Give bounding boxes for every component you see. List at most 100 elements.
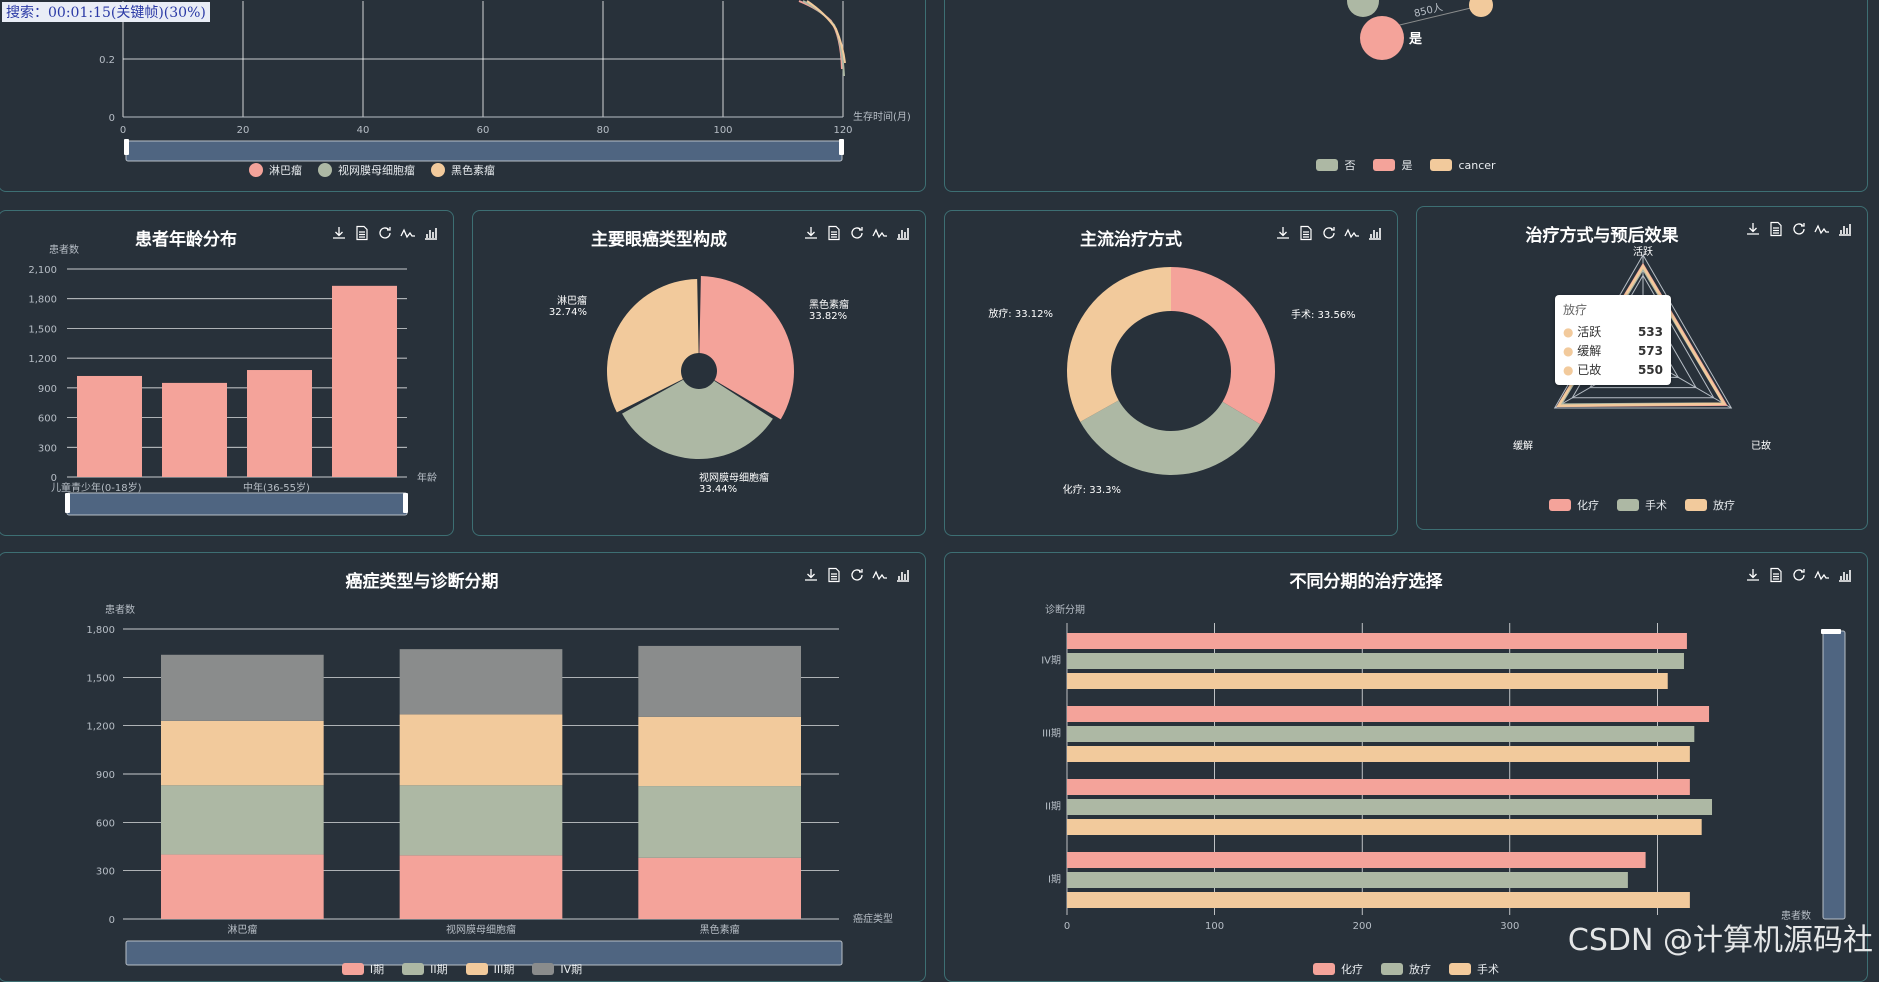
y-tick-label: 1,800	[86, 625, 115, 636]
stacked-bar-segment	[399, 855, 563, 919]
legend-item[interactable]: IV期	[532, 961, 582, 977]
line-chart-icon[interactable]	[1814, 567, 1830, 583]
legend-label: II期	[430, 963, 448, 976]
y-tick-label: I期	[1048, 874, 1061, 886]
refresh-icon[interactable]	[849, 567, 865, 583]
refresh-icon[interactable]	[1791, 567, 1807, 583]
y-tick-label: 900	[38, 384, 57, 395]
bar	[1067, 706, 1710, 722]
download-icon[interactable]	[803, 567, 819, 583]
node-yes	[1360, 16, 1404, 60]
refresh-icon[interactable]	[1791, 221, 1807, 237]
treatment-chart: 手术: 33.56% 化疗: 33.3% 放疗: 33.12%	[988, 267, 1356, 496]
line-chart-icon[interactable]	[1344, 225, 1360, 241]
legend-label: 化疗	[1341, 963, 1363, 976]
panel-title: 不同分期的治疗选择	[1289, 572, 1443, 592]
data-view-icon[interactable]	[1768, 567, 1784, 583]
radar-indicator-label: 缓解	[1513, 439, 1533, 452]
legend-item[interactable]: 手术	[1617, 497, 1667, 513]
data-view-icon[interactable]	[1298, 225, 1314, 241]
slice-label: 黑色素瘤	[809, 298, 849, 311]
refresh-icon[interactable]	[377, 225, 393, 241]
survival-zoom-slider[interactable]	[125, 140, 843, 162]
survival-x-label: 生存时间(月)	[853, 110, 911, 123]
bar-chart-icon[interactable]	[1837, 221, 1853, 237]
panel-title: 治疗方式与预后效果	[1525, 226, 1679, 246]
legend-item[interactable]: I期	[341, 961, 385, 977]
stage-treatment-chart: 诊断分期 患者数 0 100 200 300 I期 II期 III期 IV期	[1041, 603, 1846, 932]
download-icon[interactable]	[331, 225, 347, 241]
bar-chart-icon[interactable]	[1367, 225, 1383, 241]
legend-label: I期	[369, 963, 385, 976]
age-zoom-slider[interactable]	[66, 492, 408, 516]
slice-percent: 33.44%	[699, 484, 737, 495]
donut-slice	[1067, 267, 1171, 422]
download-icon[interactable]	[803, 225, 819, 241]
legend-item[interactable]: 黑色素瘤	[431, 162, 495, 178]
stage-chart: 患者数 癌症类型 0 300 600 900 1,200 1,500 1,800 淋巴瘤 视网膜…	[86, 603, 893, 966]
download-icon[interactable]	[1745, 567, 1761, 583]
x-axis-label: 癌症类型	[853, 912, 893, 925]
legend-item[interactable]: 放疗	[1381, 961, 1431, 977]
y-tick-label: 0	[109, 113, 115, 124]
legend-item[interactable]: 是	[1373, 157, 1412, 173]
legend-label: 放疗	[1409, 963, 1431, 976]
edge-label: 850人	[1413, 1, 1444, 20]
x-tick-label: 视网膜母细胞瘤	[446, 923, 516, 936]
data-view-icon[interactable]	[1768, 221, 1784, 237]
slice-label: 化疗: 33.3%	[1063, 483, 1121, 496]
bar	[1067, 673, 1668, 689]
legend-item[interactable]: II期	[402, 961, 448, 977]
status-overlay: 搜索：00:01:15(关键帧)(30%)	[2, 2, 210, 22]
legend-label: 手术	[1477, 963, 1499, 976]
line-chart-icon[interactable]	[400, 225, 416, 241]
stacked-bar-segment	[399, 714, 563, 786]
legend-item[interactable]: 放疗	[1685, 497, 1735, 513]
radar-indicator-label: 已故	[1751, 439, 1771, 452]
bar-chart-icon[interactable]	[423, 225, 439, 241]
line-chart-icon[interactable]	[1814, 221, 1830, 237]
bar-chart-icon[interactable]	[895, 567, 911, 583]
y-axis-label: 患者数	[49, 243, 79, 256]
x-tick-label: 0	[1064, 921, 1070, 932]
y-tick-label: 1,500	[28, 324, 57, 335]
download-icon[interactable]	[1275, 225, 1291, 241]
y-tick-label: II期	[1045, 801, 1061, 813]
stage-legend: I期 II期 III期 IV期	[0, 961, 925, 977]
stage-treatment-zoom-slider[interactable]	[1822, 630, 1846, 920]
line-chart-icon[interactable]	[872, 567, 888, 583]
refresh-icon[interactable]	[1321, 225, 1337, 241]
data-view-icon[interactable]	[826, 225, 842, 241]
x-tick-label: 80	[597, 125, 610, 136]
stacked-bar-segment	[638, 786, 801, 858]
survival-grid	[122, 1, 844, 118]
data-view-icon[interactable]	[826, 567, 842, 583]
download-icon[interactable]	[1745, 221, 1761, 237]
legend-item[interactable]: 淋巴瘤	[249, 162, 302, 178]
data-view-icon[interactable]	[354, 225, 370, 241]
legend-label: 淋巴瘤	[269, 164, 302, 177]
stacked-bar-segment	[638, 645, 801, 717]
legend-item[interactable]: 视网膜母细胞瘤	[318, 162, 415, 178]
legend-item[interactable]: 化疗	[1549, 497, 1599, 513]
legend-item[interactable]: cancer	[1430, 157, 1496, 173]
legend-label: III期	[493, 963, 515, 976]
bar	[1067, 653, 1684, 669]
chart-toolbox	[331, 225, 439, 241]
bar-chart-icon[interactable]	[1837, 567, 1853, 583]
legend-item[interactable]: 手术	[1449, 961, 1499, 977]
y-tick-label: 300	[96, 867, 115, 878]
survival-panel: 0 20 40 60 80 100 120 0 0.2 生存时间(月) 淋巴瘤 视网膜母细胞瘤 …	[0, 0, 926, 192]
refresh-icon[interactable]	[849, 225, 865, 241]
y-axis-label: 诊断分期	[1045, 603, 1085, 616]
slice-label: 淋巴瘤	[557, 294, 587, 307]
line-chart-icon[interactable]	[872, 225, 888, 241]
panel-title: 患者年龄分布	[135, 230, 237, 250]
legend-item[interactable]: III期	[465, 961, 515, 977]
slice-percent: 32.74%	[549, 307, 587, 318]
x-axis-label: 患者数	[1781, 909, 1811, 922]
legend-item[interactable]: 否	[1316, 157, 1355, 173]
bar-chart-icon[interactable]	[895, 225, 911, 241]
stage-panel: 癌症类型与诊断分期 患者数 癌症类型 0 300 600 900 1,200 1,500 1…	[0, 552, 926, 982]
legend-item[interactable]: 化疗	[1313, 961, 1363, 977]
